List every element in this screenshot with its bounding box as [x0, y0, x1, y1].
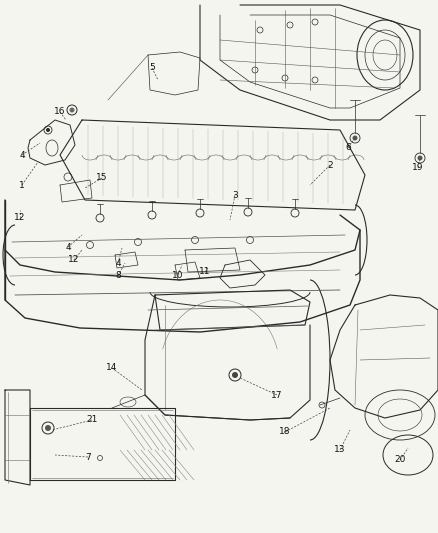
- Text: 4: 4: [115, 259, 121, 268]
- Circle shape: [70, 108, 74, 112]
- Text: 17: 17: [271, 391, 283, 400]
- Text: 18: 18: [279, 427, 291, 437]
- Text: 4: 4: [19, 150, 25, 159]
- Text: 3: 3: [232, 190, 238, 199]
- Text: 12: 12: [14, 214, 26, 222]
- Circle shape: [45, 425, 51, 431]
- Circle shape: [232, 372, 238, 378]
- Text: 21: 21: [86, 416, 98, 424]
- Text: 14: 14: [106, 364, 118, 373]
- Text: 2: 2: [327, 160, 333, 169]
- Text: 16: 16: [54, 108, 66, 117]
- Text: 20: 20: [394, 456, 406, 464]
- Text: 11: 11: [199, 268, 211, 277]
- Text: 8: 8: [115, 271, 121, 280]
- Circle shape: [46, 128, 50, 132]
- Text: 15: 15: [96, 174, 108, 182]
- Circle shape: [417, 156, 423, 160]
- Text: 7: 7: [85, 453, 91, 462]
- Text: 5: 5: [149, 63, 155, 72]
- Text: 12: 12: [68, 255, 80, 264]
- Text: 6: 6: [345, 143, 351, 152]
- Text: 1: 1: [19, 181, 25, 190]
- Text: 10: 10: [172, 271, 184, 279]
- Text: 19: 19: [412, 164, 424, 173]
- Text: 4: 4: [65, 243, 71, 252]
- Circle shape: [353, 135, 357, 141]
- Text: 13: 13: [334, 446, 346, 455]
